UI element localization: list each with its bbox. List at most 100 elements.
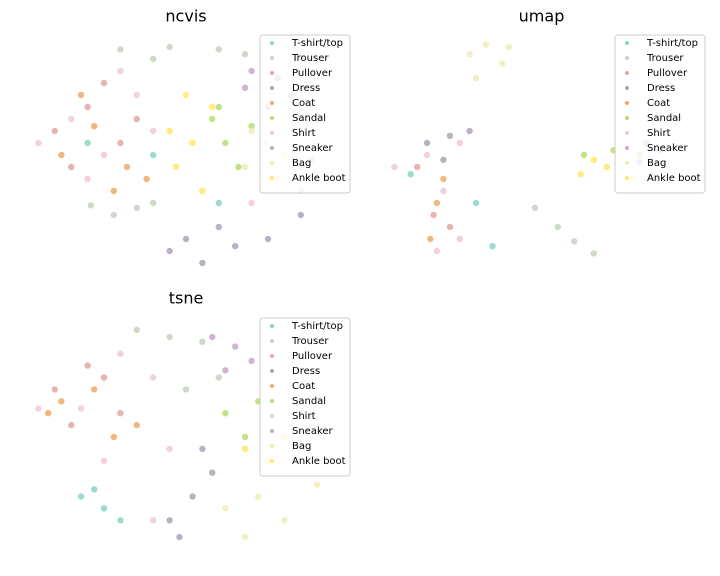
scatter-point <box>248 127 255 135</box>
legend-label: Pullover <box>292 351 333 362</box>
legend-label: Ankle boot <box>292 173 346 184</box>
subplot-title: ncvis <box>165 7 206 26</box>
scatter-point <box>241 51 249 58</box>
scatter-point <box>440 175 447 183</box>
legend-label: Trouser <box>291 336 329 347</box>
scatter-point <box>182 386 190 393</box>
scatter-point <box>391 163 398 171</box>
scatter-point <box>117 517 124 524</box>
scatter-point <box>199 259 206 267</box>
scatter-point <box>133 421 140 429</box>
scatter-point <box>472 75 480 82</box>
scatter-point <box>90 123 98 130</box>
scatter-point <box>423 151 431 159</box>
scatter-point <box>100 457 108 464</box>
legend-marker <box>625 86 629 90</box>
scatter-point <box>123 163 131 171</box>
legend-marker <box>270 369 274 373</box>
scatter-point <box>150 199 157 207</box>
scatter-point <box>58 398 65 405</box>
scatter-point <box>222 367 229 374</box>
legend-marker <box>625 56 629 60</box>
legend-label: Dress <box>647 83 675 94</box>
legend-label: T-shirt/top <box>291 38 343 49</box>
legend-label: Dress <box>292 83 320 94</box>
scatter-point <box>68 115 75 123</box>
scatter-point <box>580 151 588 159</box>
scatter-point <box>248 123 255 130</box>
scatter-point <box>77 91 85 99</box>
scatter-point <box>35 405 42 412</box>
legend-label: Ankle boot <box>647 173 701 184</box>
scatter-point <box>84 362 91 369</box>
scatter-point <box>117 139 124 147</box>
scatter-point <box>77 493 85 500</box>
subplot: umap T-shirt/top Trouser Pullover Dress Coat S… <box>391 7 706 257</box>
legend-label: T-shirt/top <box>291 321 343 332</box>
scatter-point <box>466 127 473 135</box>
scatter-point <box>489 243 496 250</box>
legend-label: Sandal <box>292 113 326 124</box>
scatter-point <box>248 357 255 365</box>
scatter-point <box>150 151 157 159</box>
legend-marker <box>625 101 629 105</box>
scatter-point <box>414 163 421 171</box>
scatter-point <box>241 84 249 92</box>
legend-label: Pullover <box>292 68 333 79</box>
scatter-point <box>189 493 196 500</box>
scatter-point <box>68 421 75 429</box>
legend-marker <box>270 444 274 448</box>
scatter-point <box>51 127 58 135</box>
scatter-point <box>531 204 539 211</box>
scatter-point <box>456 139 463 147</box>
legend-marker <box>270 459 274 463</box>
legend-label: Sandal <box>292 396 326 407</box>
scatter-point <box>433 199 441 207</box>
scatter-point <box>166 127 173 135</box>
legend-marker <box>270 339 274 343</box>
legend-label: Pullover <box>647 68 688 79</box>
scatter-point <box>499 60 506 67</box>
scatter-point <box>77 405 85 412</box>
scatter-point <box>150 517 157 524</box>
scatter-point <box>189 139 196 147</box>
scatter-point <box>430 211 437 219</box>
scatter-point <box>215 199 222 207</box>
scatter-point <box>110 433 118 441</box>
scatter-point <box>199 445 206 453</box>
legend-marker <box>270 101 274 105</box>
legend-label: Sneaker <box>292 426 334 437</box>
legend-label: Shirt <box>292 411 316 422</box>
scatter-point <box>466 51 473 58</box>
scatter-point <box>133 91 140 99</box>
scatter-point <box>241 433 249 441</box>
scatter-point <box>150 374 157 381</box>
legend: T-shirt/top Trouser Pullover Dress Coat Sanda… <box>259 317 351 477</box>
scatter-point <box>100 505 108 512</box>
legend-label: Coat <box>647 98 670 109</box>
scatter-point <box>235 163 242 171</box>
scatter-point <box>110 187 118 195</box>
legend-label: T-shirt/top <box>646 38 698 49</box>
scatter-point <box>590 156 598 163</box>
scatter-point <box>166 517 173 524</box>
scatter-point <box>166 333 173 341</box>
legend-label: Shirt <box>292 128 316 139</box>
legend-marker <box>270 56 274 60</box>
legend-label: Sneaker <box>647 143 689 154</box>
legend-marker <box>270 146 274 150</box>
legend-label: Shirt <box>647 128 671 139</box>
scatter-point <box>166 43 173 51</box>
scatter-point <box>440 187 447 195</box>
scatter-point <box>143 175 150 183</box>
scatter-point <box>482 41 490 48</box>
legend-label: Coat <box>292 98 315 109</box>
scatter-point <box>423 139 431 147</box>
scatter-point <box>554 223 562 231</box>
legend-marker <box>270 399 274 403</box>
legend: T-shirt/top Trouser Pullover Dress Coat Sanda… <box>614 34 706 194</box>
scatter-point <box>248 199 255 207</box>
scatter-point <box>199 187 206 195</box>
scatter-point <box>577 171 584 178</box>
scatter-point <box>281 517 288 524</box>
